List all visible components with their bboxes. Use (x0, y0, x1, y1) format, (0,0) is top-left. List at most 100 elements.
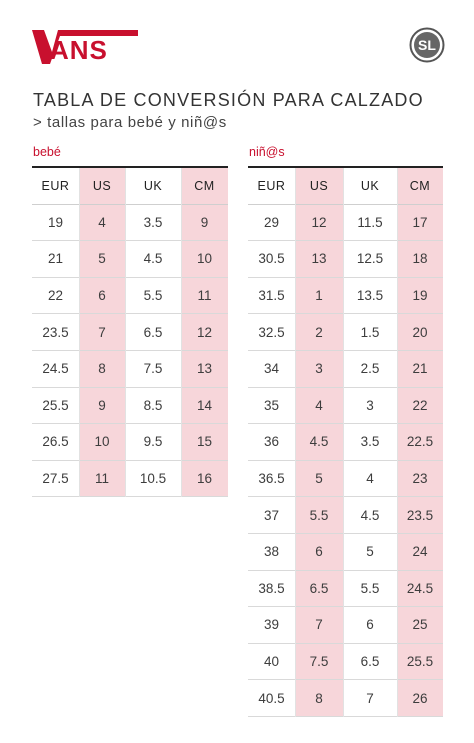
cell-us: 9 (79, 387, 125, 424)
cell-cm: 22 (397, 387, 443, 424)
cell-cm: 10 (181, 241, 228, 277)
table-row: 31.5 1 13.5 19 (248, 277, 443, 315)
cell-uk: 4.5 (360, 507, 380, 523)
cell-uk: 3.5 (143, 214, 163, 230)
cell-cm: 12 (181, 314, 228, 350)
cell-cm: 23 (397, 460, 443, 497)
cell-cm: 25.5 (397, 643, 443, 680)
cell-cm: 23.5 (397, 497, 443, 533)
cell-uk: 5 (366, 544, 374, 560)
table-row: 37 5.5 4.5 23.5 (248, 497, 443, 534)
cell-uk: 11.5 (357, 214, 383, 230)
column-divider (79, 168, 80, 498)
cell-us: 13 (295, 241, 343, 277)
table-top-border (32, 166, 228, 168)
column-divider (125, 168, 126, 498)
cell-eur: 27.5 (42, 471, 69, 487)
cell-uk: 7 (366, 690, 374, 706)
cell-eur: 24.5 (42, 361, 69, 377)
cell-us: 4 (79, 204, 125, 241)
table-row: 38 6 5 24 (248, 534, 443, 571)
cell-uk: 10.5 (139, 471, 167, 487)
cell-eur: 25.5 (42, 397, 69, 413)
table-row: 29 12 11.5 17 (248, 204, 443, 242)
header-cell-cm: CM (397, 168, 443, 204)
cell-uk: 13.5 (356, 288, 384, 304)
cell-us: 7 (79, 314, 125, 350)
cell-us: 5 (295, 460, 343, 497)
cell-uk: 12.5 (356, 251, 384, 267)
cell-us: 8 (295, 680, 343, 716)
cell-us: 10 (79, 424, 125, 460)
cell-cm: 24.5 (397, 570, 443, 607)
header-cell-us: US (79, 168, 125, 204)
table-row: 40.5 8 7 26 (248, 680, 443, 717)
cell-uk: 4 (366, 471, 374, 487)
header-cell-uk: UK (360, 178, 380, 193)
cell-uk: 6.5 (143, 324, 163, 340)
cell-eur: 39 (263, 617, 280, 633)
cell-eur: 26.5 (42, 434, 69, 450)
table-row: 38.5 6.5 5.5 24.5 (248, 570, 443, 608)
cell-uk: 5.5 (143, 288, 163, 304)
cell-cm: 21 (397, 351, 443, 387)
cell-us: 2 (295, 314, 343, 350)
cell-eur: 31.5 (258, 288, 285, 304)
column-divider (295, 168, 296, 717)
cell-uk: 6 (366, 617, 374, 633)
cell-cm: 15 (181, 424, 228, 460)
cell-uk: 4.5 (143, 251, 163, 267)
cell-cm: 13 (181, 351, 228, 387)
header-cell-eur: EUR (41, 178, 70, 193)
table-row: 25.5 9 8.5 14 (32, 387, 228, 425)
cell-eur: 36 (263, 434, 280, 450)
cell-eur: 22 (47, 288, 64, 304)
cell-cm: 11 (181, 277, 228, 314)
cell-eur: 40.5 (258, 690, 285, 706)
cell-eur: 34 (263, 361, 280, 377)
cell-uk: 5.5 (360, 580, 380, 596)
cell-us: 12 (295, 204, 343, 241)
cell-us: 4.5 (295, 424, 343, 460)
cell-us: 5.5 (295, 497, 343, 533)
cell-eur: 40 (263, 654, 280, 670)
cell-cm: 22.5 (397, 424, 443, 460)
cell-eur: 30.5 (258, 251, 285, 267)
cell-uk: 6.5 (360, 654, 380, 670)
baby-section-label: bebé (33, 145, 61, 159)
cell-us: 4 (295, 387, 343, 424)
cell-uk: 2.5 (360, 361, 380, 377)
table-row: 24.5 8 7.5 13 (32, 351, 228, 388)
cell-cm: 18 (397, 241, 443, 277)
cell-cm: 25 (397, 607, 443, 643)
table-row: 23.5 7 6.5 12 (32, 314, 228, 351)
cell-cm: 9 (181, 204, 228, 241)
table-top-border (248, 166, 443, 168)
column-divider (181, 168, 182, 498)
kids-size-table: EUR US UK CM 29 12 11.5 17 30.5 13 12.5 18 31.5 1 13.5… (248, 166, 443, 717)
cell-eur: 19 (47, 214, 64, 230)
cell-eur: 29 (263, 214, 280, 230)
cell-us: 11 (79, 460, 125, 497)
table-row: 32.5 2 1.5 20 (248, 314, 443, 351)
column-divider (397, 168, 398, 717)
cell-eur: 23.5 (42, 324, 69, 340)
cell-us: 7.5 (295, 643, 343, 680)
table-row: 22 6 5.5 11 (32, 277, 228, 315)
table-row: 26.5 10 9.5 15 (32, 424, 228, 461)
cell-eur: 38.5 (258, 580, 285, 596)
cell-eur: 32.5 (258, 324, 285, 340)
cell-us: 6.5 (295, 570, 343, 607)
cell-us: 5 (79, 241, 125, 277)
cell-eur: 38 (263, 544, 280, 560)
baby-size-table: EUR US UK CM 19 4 3.5 9 21 5 4.5 10 22 6 5.5 11 23.5 7 6.5… (32, 166, 228, 498)
cell-us: 7 (295, 607, 343, 643)
table-row: 34 3 2.5 21 (248, 351, 443, 388)
cell-uk: 3.5 (360, 434, 380, 450)
vans-logo: ANS (32, 30, 138, 65)
cell-eur: 21 (47, 251, 64, 267)
table-row: 35 4 3 22 (248, 387, 443, 425)
table-header-row: EUR US UK CM (32, 168, 228, 205)
cell-cm: 17 (397, 204, 443, 241)
cell-cm: 26 (397, 680, 443, 716)
